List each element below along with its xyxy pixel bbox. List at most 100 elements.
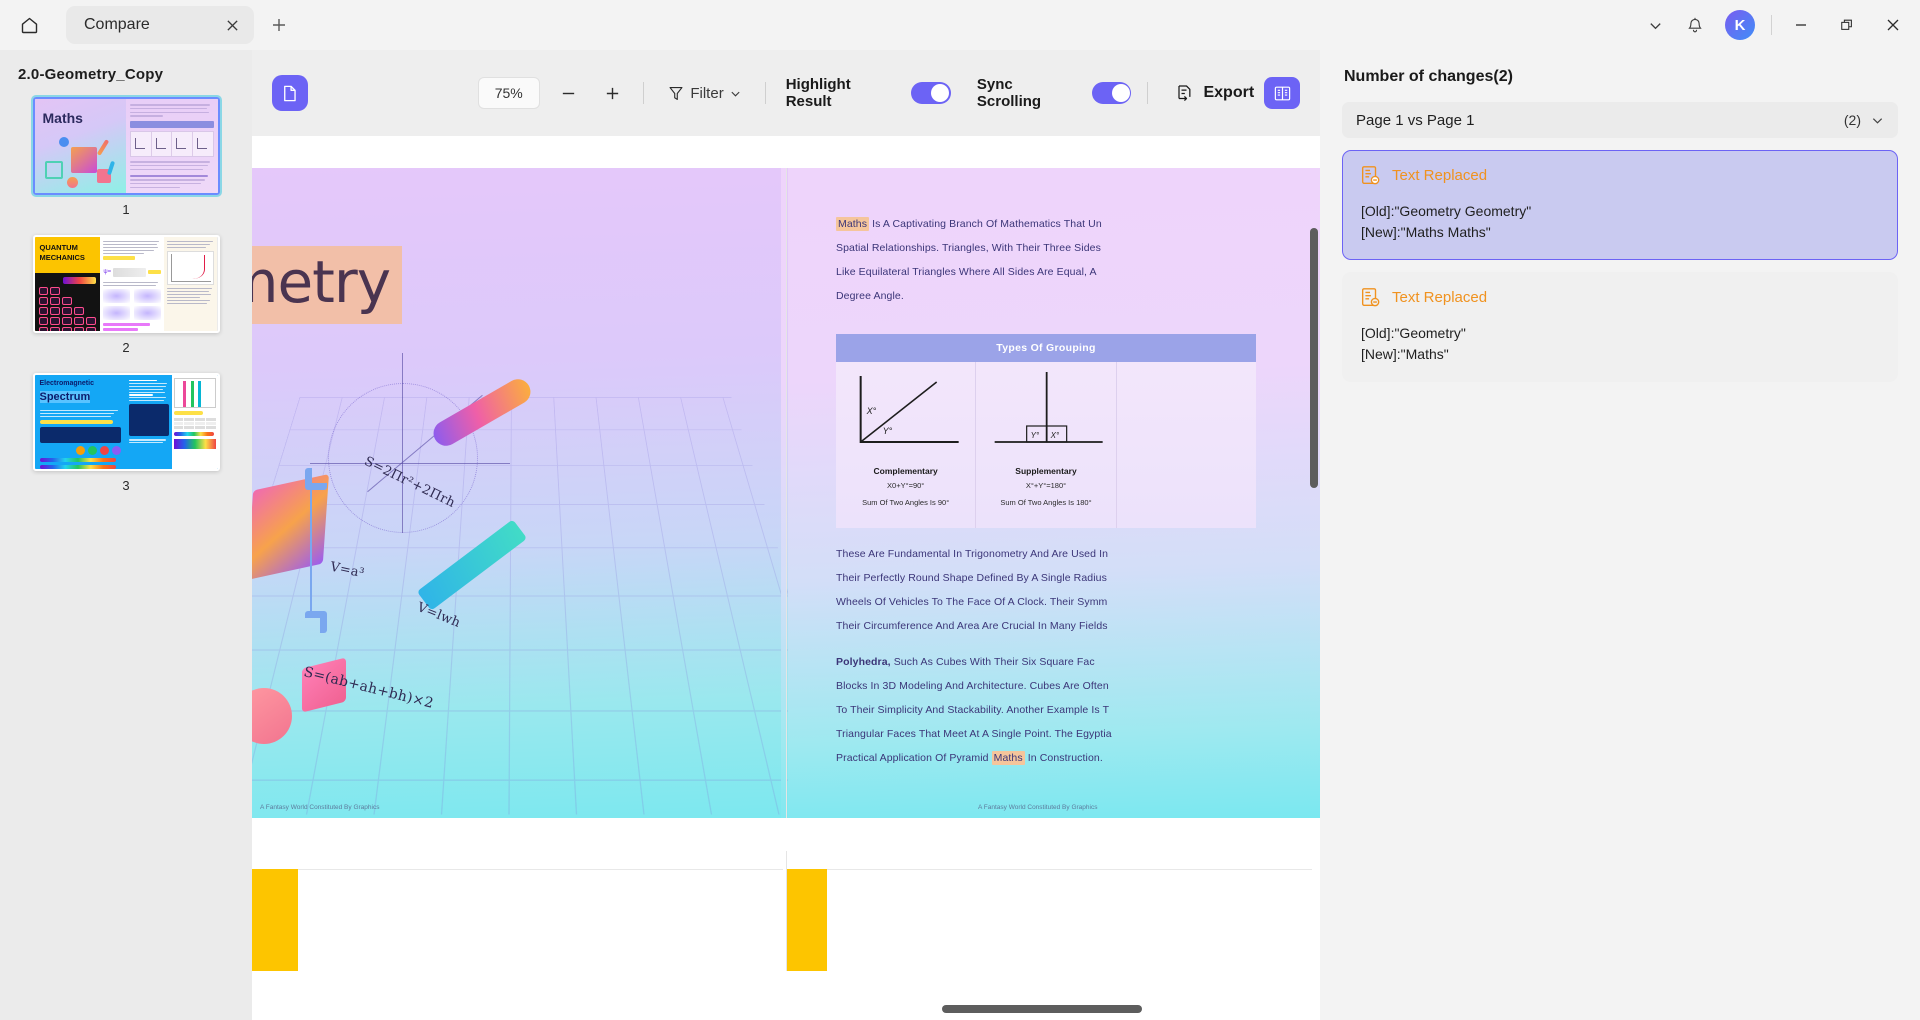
minimize-icon	[1794, 18, 1808, 32]
chevron-down-icon	[1871, 114, 1884, 127]
highlight-result-toggle[interactable]	[911, 82, 952, 104]
bell-icon	[1686, 16, 1704, 34]
right-document-pane[interactable]: metry S=2Πr²+2Πrh	[786, 168, 1320, 818]
filter-label: Filter	[690, 84, 724, 102]
right-paragraph1-line3: Like Equilateral Triangles Where All Sid…	[836, 266, 1097, 278]
text-replaced-icon	[1359, 286, 1381, 308]
vertical-scrollbar[interactable]	[1310, 228, 1318, 488]
left-page-visual: metry S=2Πr²+2Πrh	[252, 168, 781, 818]
change-item-0[interactable]: Text Replaced [Old]:"Geometry Geometry" …	[1342, 150, 1898, 260]
left-document-pane[interactable]: metry S=2Πr²+2Πrh	[252, 168, 786, 818]
divider	[643, 82, 645, 104]
zoom-out-button[interactable]	[554, 78, 584, 108]
table-cell-third	[1117, 362, 1256, 528]
close-icon	[1886, 18, 1900, 32]
change-item-1[interactable]: Text Replaced [Old]:"Geometry" [New]:"Ma…	[1342, 272, 1898, 382]
document-name: 2.0-Geometry_Copy	[18, 66, 164, 83]
window-controls: K	[1635, 0, 1920, 50]
right-paragraph3-line1: Polyhedra, Such As Cubes With Their Six …	[836, 650, 1095, 674]
filter-button[interactable]: Filter	[660, 80, 748, 107]
home-button[interactable]	[12, 8, 46, 42]
toggle-knob	[1111, 84, 1130, 102]
zoom-in-button[interactable]	[597, 78, 627, 108]
table-cell-complementary: X° Y° Complementary X0+Y°=90° Sum Of Two…	[836, 362, 977, 528]
horizontal-scrollbar[interactable]	[942, 1005, 1142, 1013]
thumb3-mid	[126, 375, 172, 469]
side-by-side-view-icon	[1273, 84, 1292, 103]
right-paragraph3-line4: Triangular Faces That Meet At A Single P…	[836, 728, 1112, 740]
thumb3-left: Electromagnetic Spectrum	[35, 375, 127, 469]
side-by-side-view-button[interactable]	[1264, 77, 1301, 109]
change-old-text: [Old]:"Geometry Geometry"	[1361, 203, 1532, 219]
corner-bracket-top	[305, 468, 327, 490]
document-mode-button[interactable]	[272, 75, 308, 111]
thumbnail-image-2[interactable]: QUANTUM MECHANICS	[32, 235, 220, 333]
next-page-left	[252, 851, 786, 971]
sync-scrolling-label: Sync Scrolling	[976, 76, 1042, 110]
right-spread: metry S=2Πr²+2Πrh	[787, 168, 1320, 818]
page-comparison-label: Page 1 vs Page 1	[1356, 111, 1475, 129]
svg-text:Y°: Y°	[1031, 431, 1040, 440]
complementary-diagram: X° Y°	[836, 362, 975, 466]
chevron-down-icon	[730, 88, 741, 99]
notifications-button[interactable]	[1675, 5, 1715, 45]
next-page-preview	[252, 851, 1320, 971]
highlight-result-label: Highlight Result	[785, 76, 851, 110]
supplementary-desc: Sum Of Two Angles Is 180°	[1000, 498, 1092, 507]
thumb2-orbital-grid	[34, 272, 101, 331]
thumbnail-number-1: 1	[122, 202, 130, 217]
thumbnail-page-2[interactable]: QUANTUM MECHANICS	[0, 235, 252, 355]
chevron-down-button[interactable]	[1635, 5, 1675, 45]
minimize-button[interactable]	[1778, 0, 1824, 50]
polyhedra-bold: Polyhedra,	[836, 656, 891, 668]
change-new-text: [New]:"Maths"	[1361, 346, 1449, 362]
avatar[interactable]: K	[1725, 10, 1755, 40]
right-page-visual: Maths Is A Captivating Branch Of Mathema…	[788, 168, 1320, 818]
export-button[interactable]: Export	[1164, 77, 1264, 110]
right-paragraph2-line4: Their Circumference And Area Are Crucial…	[836, 620, 1108, 632]
change-old-text: [Old]:"Geometry"	[1361, 325, 1466, 341]
pyramid-prefix: Practical Application Of Pyramid	[836, 752, 992, 764]
page-fold-shadow	[781, 168, 786, 818]
tab-label: Compare	[84, 16, 150, 33]
divider	[764, 82, 766, 104]
supplementary-diagram: Y° X°	[976, 362, 1115, 466]
close-icon[interactable]	[220, 13, 244, 37]
document-viewer[interactable]: metry S=2Πr²+2Πrh	[252, 136, 1320, 1020]
right-paragraph1-line2: Spatial Relationships. Triangles, With T…	[836, 242, 1101, 254]
thumbnail-image-1[interactable]: Maths	[32, 97, 220, 195]
sync-scrolling-toggle[interactable]	[1091, 82, 1132, 104]
page-comparison-selector[interactable]: Page 1 vs Page 1 (2)	[1342, 102, 1898, 138]
left-spread: metry S=2Πr²+2Πrh	[252, 168, 786, 818]
new-tab-button[interactable]	[264, 10, 294, 40]
thumbnail-page-3[interactable]: Electromagnetic Spectrum	[0, 373, 252, 493]
right-paragraph2-line2: Their Perfectly Round Shape Defined By A…	[836, 572, 1107, 584]
thumb2-mid: ψ=	[100, 237, 165, 331]
table-body: X° Y° Complementary X0+Y°=90° Sum Of Two…	[836, 362, 1256, 528]
restore-button[interactable]	[1824, 0, 1870, 50]
next-page-accent	[252, 869, 298, 971]
zoom-input[interactable]: 75%	[477, 77, 540, 109]
change-item-header: Text Replaced	[1359, 164, 1881, 186]
next-page-accent	[787, 869, 827, 971]
divider	[1771, 15, 1772, 35]
left-spread-right-page: Geometry Is A Captivating Branch Of Math…	[781, 168, 786, 818]
tab-compare[interactable]: Compare	[66, 6, 254, 44]
next-page-right-inner	[787, 869, 1312, 971]
para1-rest: Is A Captivating Branch Of Mathematics T…	[869, 218, 1102, 230]
home-icon	[19, 15, 40, 36]
thumb3-right	[171, 375, 218, 469]
polyhedra-rest: Such As Cubes With Their Six Square Fac	[890, 656, 1095, 668]
close-window-button[interactable]	[1870, 0, 1916, 50]
right-paragraph2-line1: These Are Fundamental In Trigonometry An…	[836, 548, 1109, 560]
chevron-down-icon	[1648, 18, 1663, 33]
change-type-label: Text Replaced	[1392, 288, 1488, 306]
complementary-caption: Complementary	[873, 466, 938, 476]
document-icon	[280, 84, 299, 103]
thumb1-shapes	[41, 137, 123, 189]
plus-icon	[271, 17, 287, 33]
pyramid-suffix: In Construction.	[1024, 752, 1103, 764]
text-replaced-icon	[1359, 164, 1381, 186]
thumbnail-page-1[interactable]: Maths	[0, 97, 252, 217]
thumbnail-image-3[interactable]: Electromagnetic Spectrum	[32, 373, 220, 471]
